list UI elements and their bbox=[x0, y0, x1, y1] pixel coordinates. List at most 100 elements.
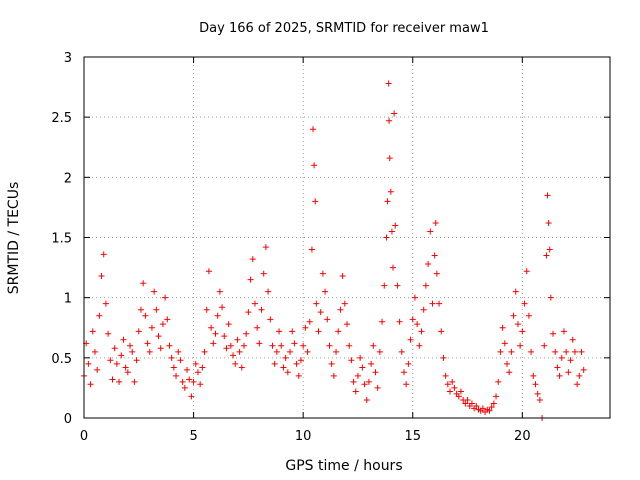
data-point bbox=[431, 252, 438, 259]
data-point bbox=[490, 400, 497, 407]
data-point bbox=[230, 352, 237, 359]
y-tick-label: 2.5 bbox=[51, 111, 72, 126]
data-point bbox=[186, 376, 193, 383]
data-point bbox=[510, 312, 517, 319]
data-point bbox=[350, 378, 357, 385]
data-point bbox=[140, 280, 147, 287]
data-point bbox=[120, 336, 127, 343]
y-tick-label: 1 bbox=[64, 292, 72, 307]
data-point bbox=[302, 324, 309, 331]
data-point bbox=[384, 198, 391, 205]
y-tick-label: 2 bbox=[64, 171, 72, 186]
data-point bbox=[432, 220, 439, 227]
data-point bbox=[328, 360, 335, 367]
data-point bbox=[545, 220, 552, 227]
data-point bbox=[403, 381, 410, 388]
y-tick-labels: 0 0.5 1 1.5 2 2.5 3 bbox=[51, 51, 72, 427]
data-point bbox=[164, 316, 171, 323]
data-point bbox=[282, 354, 289, 361]
data-point bbox=[102, 300, 109, 307]
data-point bbox=[122, 364, 129, 371]
x-tick-label: 0 bbox=[80, 429, 88, 444]
y-tick-label: 0.5 bbox=[51, 352, 72, 367]
data-point bbox=[569, 336, 576, 343]
data-point bbox=[372, 369, 379, 376]
data-point bbox=[333, 348, 340, 355]
data-point bbox=[131, 378, 138, 385]
data-point bbox=[273, 348, 280, 355]
data-point bbox=[501, 340, 508, 347]
data-point bbox=[304, 348, 311, 355]
x-tick-label: 15 bbox=[404, 429, 421, 444]
data-point bbox=[311, 162, 318, 169]
data-point bbox=[258, 306, 265, 313]
data-point bbox=[392, 222, 399, 229]
data-point bbox=[462, 400, 469, 407]
data-point bbox=[493, 393, 500, 400]
data-point bbox=[300, 342, 307, 349]
data-point bbox=[390, 264, 397, 271]
data-point bbox=[530, 372, 537, 379]
data-point bbox=[276, 328, 283, 335]
data-point bbox=[365, 378, 372, 385]
data-point bbox=[379, 318, 386, 325]
data-point bbox=[576, 372, 583, 379]
data-point bbox=[385, 80, 392, 87]
data-point bbox=[438, 328, 445, 335]
data-point bbox=[269, 342, 276, 349]
data-point bbox=[433, 270, 440, 277]
data-point bbox=[394, 282, 401, 289]
data-point bbox=[194, 369, 201, 376]
data-point bbox=[374, 384, 381, 391]
data-point bbox=[238, 364, 245, 371]
data-point bbox=[376, 348, 383, 355]
data-point bbox=[127, 342, 134, 349]
data-point bbox=[225, 321, 232, 328]
data-point bbox=[203, 306, 210, 313]
data-point bbox=[386, 155, 393, 162]
y-tick-label: 1.5 bbox=[51, 232, 72, 247]
y-tick-label: 0 bbox=[64, 412, 72, 427]
data-point bbox=[105, 330, 112, 337]
data-point bbox=[468, 400, 475, 407]
data-point bbox=[543, 252, 550, 259]
data-point bbox=[352, 388, 359, 395]
x-tick-label: 10 bbox=[295, 429, 312, 444]
data-point bbox=[199, 364, 206, 371]
data-point bbox=[532, 381, 539, 388]
data-point bbox=[326, 342, 333, 349]
data-point bbox=[457, 388, 464, 395]
data-point bbox=[578, 348, 585, 355]
data-point bbox=[455, 393, 462, 400]
data-point bbox=[135, 328, 142, 335]
data-point bbox=[212, 330, 219, 337]
data-point bbox=[563, 348, 570, 355]
data-point bbox=[357, 354, 364, 361]
data-point bbox=[567, 357, 574, 364]
data-point bbox=[449, 378, 456, 385]
data-point bbox=[383, 234, 390, 241]
data-point bbox=[571, 348, 578, 355]
data-point bbox=[339, 273, 346, 280]
data-point bbox=[422, 282, 429, 289]
data-point bbox=[162, 294, 169, 301]
data-point bbox=[525, 312, 532, 319]
data-point bbox=[534, 390, 541, 397]
data-point bbox=[409, 316, 416, 323]
data-point bbox=[442, 372, 449, 379]
x-tick-label: 20 bbox=[514, 429, 531, 444]
data-point bbox=[391, 110, 398, 117]
data-point bbox=[192, 360, 199, 367]
data-point bbox=[289, 328, 296, 335]
data-point bbox=[166, 342, 173, 349]
data-point bbox=[201, 348, 208, 355]
data-point bbox=[521, 300, 528, 307]
data-point bbox=[260, 270, 267, 277]
data-point bbox=[473, 402, 480, 409]
data-point bbox=[523, 268, 530, 275]
plot-frame bbox=[83, 56, 611, 419]
data-point bbox=[151, 288, 158, 295]
data-point bbox=[284, 369, 291, 376]
data-point bbox=[208, 324, 215, 331]
data-point bbox=[322, 288, 329, 295]
